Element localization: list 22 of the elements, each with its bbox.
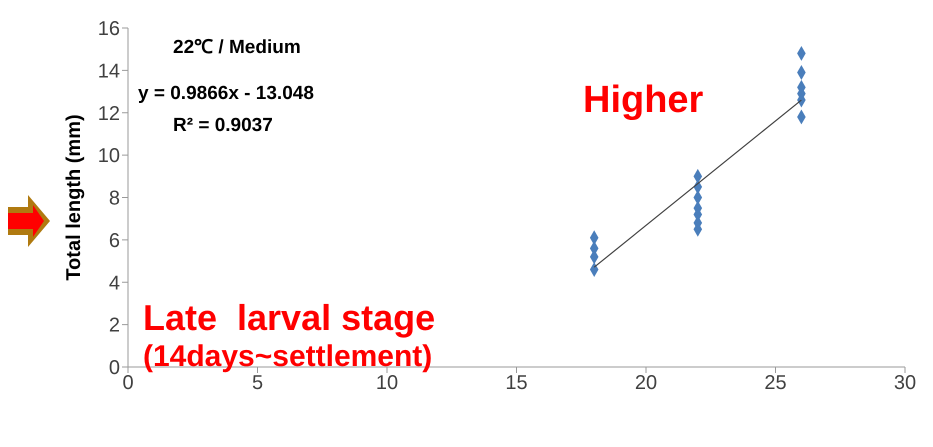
y-tick-label: 16 (98, 18, 120, 40)
y-tick-label: 10 (98, 145, 120, 168)
annotation: y = 0.9866x - 13.048 (138, 83, 314, 105)
y-axis-title: Total length (mm) (63, 114, 86, 281)
y-tick-label: 8 (108, 188, 120, 210)
x-tick-label: 20 (634, 372, 658, 394)
annotation: 22℃ / Medium (173, 37, 301, 59)
annotation: (14days~settlement) (143, 340, 432, 373)
x-tick-label: 15 (505, 372, 528, 394)
x-tick-label: 10 (376, 372, 398, 394)
y-tick-label: 0 (108, 357, 120, 380)
x-tick-label: 30 (894, 372, 916, 394)
y-tick-label: 12 (98, 102, 120, 125)
y-tick-label: 14 (98, 60, 120, 82)
annotation: R² = 0.9037 (173, 115, 273, 137)
y-tick-label: 2 (108, 314, 120, 337)
annotation: Late larval stage (143, 297, 436, 338)
y-tick-label: 6 (108, 230, 120, 252)
x-tick-label: 25 (764, 372, 787, 394)
x-tick-label: 5 (252, 372, 264, 394)
y-tick-label: 4 (108, 272, 120, 294)
annotation: Higher (583, 79, 704, 122)
